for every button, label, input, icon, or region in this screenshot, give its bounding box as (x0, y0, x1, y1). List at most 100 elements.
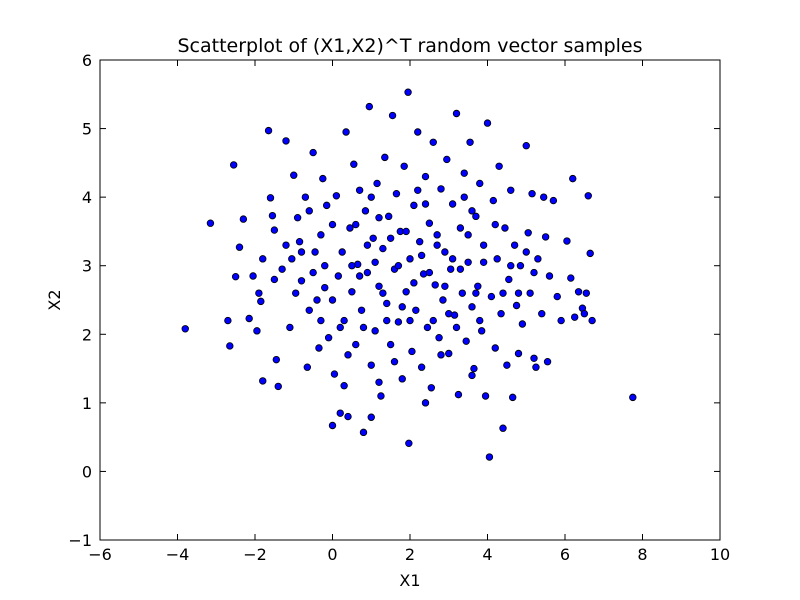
scatter-point (530, 354, 538, 362)
scatter-point (367, 361, 375, 369)
scatter-point (456, 265, 465, 273)
scatter-point (379, 244, 387, 253)
scatter-point (421, 200, 430, 208)
scatter-point (224, 316, 232, 325)
scatter-point (570, 313, 579, 321)
scatter-point (466, 138, 474, 146)
scatter-point (297, 277, 306, 285)
scatter-point (524, 229, 532, 237)
scatter-point (268, 211, 277, 220)
scatter-point (346, 224, 354, 232)
scatter-point (541, 233, 550, 241)
scatter-point (344, 412, 352, 421)
scatter-point (226, 342, 234, 350)
scatter-point (415, 238, 424, 246)
scatter-point (441, 282, 449, 290)
scatter-point (255, 289, 263, 297)
x-tick-label: 10 (710, 545, 730, 564)
scatter-point (481, 392, 490, 400)
x-tick-label: −2 (243, 545, 267, 564)
scatter-point (421, 399, 430, 407)
scatter-point (282, 241, 290, 249)
scatter-point (468, 371, 476, 380)
scatter-point (359, 428, 368, 437)
scatter-point (441, 248, 449, 256)
scatter-point (458, 289, 467, 297)
scatter-point (477, 327, 486, 335)
scatter-point (446, 265, 455, 273)
scatter-point (522, 248, 530, 256)
scatter-point (499, 424, 507, 432)
scatter-point (462, 337, 470, 345)
scatter-point (476, 316, 484, 325)
scatter-point (369, 234, 377, 242)
x-tick-label: 0 (327, 545, 337, 564)
scatter-point (359, 323, 368, 332)
scatter-point (290, 171, 298, 179)
scatter-point (365, 102, 374, 111)
y-tick-label: 1 (82, 394, 92, 413)
y-tick-label: 6 (82, 51, 92, 70)
scatter-point (288, 255, 296, 263)
scatter-point (259, 255, 267, 263)
scatter-point (574, 288, 583, 296)
scatter-point (567, 274, 575, 282)
y-tick-label: 2 (82, 325, 92, 344)
scatter-point (305, 306, 313, 314)
scatter-point (580, 310, 589, 318)
y-axis-label: X2 (45, 289, 64, 310)
scatter-point (282, 137, 290, 145)
scatter-point (528, 190, 536, 198)
scatter-point (367, 413, 375, 421)
scatter-point (367, 193, 375, 201)
scatter-point (402, 227, 410, 236)
scatter-point (270, 226, 279, 234)
scatter-point (470, 364, 478, 373)
scatter-point (245, 314, 253, 323)
scatter-point (363, 241, 372, 249)
scatter-point (286, 323, 294, 332)
scatter-point (479, 241, 488, 249)
scatter-point (317, 316, 325, 325)
scatter-point (476, 179, 484, 188)
scatter-point (474, 282, 482, 290)
scatter-point (405, 439, 413, 448)
scatter-point (507, 262, 515, 270)
x-tick-label: 6 (560, 545, 570, 564)
scatter-point (421, 172, 430, 181)
scatter-point (437, 185, 445, 193)
scatter-point (452, 323, 461, 332)
scatter-point (315, 344, 323, 352)
scatter-point (383, 316, 391, 325)
scatter-point (231, 272, 240, 281)
scatter-point (489, 196, 498, 205)
scatter-point (433, 241, 441, 249)
scatter-point (328, 421, 337, 430)
scatter-point (495, 162, 503, 170)
scatter-point (361, 207, 370, 215)
scatter-point (448, 255, 457, 263)
scatter-point (445, 310, 453, 318)
scatter-point (503, 361, 511, 369)
scatter-point (355, 186, 364, 194)
scatter-point (582, 289, 591, 297)
scatter-point (538, 310, 546, 318)
scatter-point (386, 234, 395, 242)
scatter-point (332, 192, 341, 200)
scatter-point (532, 363, 540, 371)
scatter-point (253, 327, 261, 335)
scatter-point (468, 303, 476, 311)
y-tick-label: 0 (82, 462, 92, 481)
scatter-point (340, 382, 348, 390)
scatter-point (507, 186, 515, 194)
scatter-point (392, 190, 401, 198)
scatter-point (483, 119, 492, 127)
scatter-point (229, 161, 238, 169)
scatter-point (530, 268, 538, 277)
scatter-point (460, 193, 468, 201)
scatter-point (309, 268, 317, 277)
scatter-point (443, 155, 451, 164)
scatter-point (522, 142, 530, 150)
scatter-point (400, 162, 408, 170)
